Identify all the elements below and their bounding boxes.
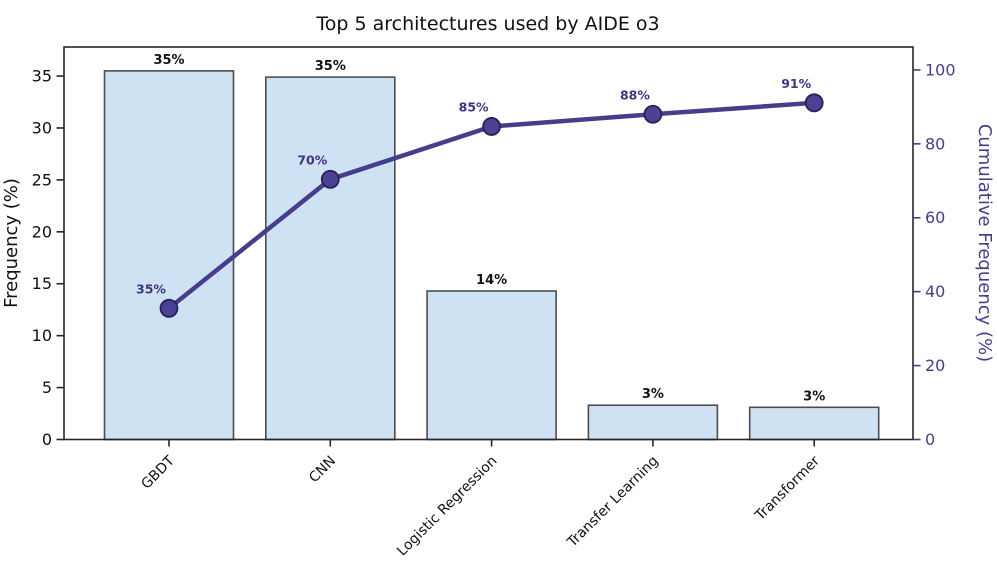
x-tick-label-1: CNN [306, 453, 339, 486]
bar-4 [748, 406, 880, 441]
cumulative-point-3 [643, 104, 663, 124]
y-tick-label-right: 100 [925, 60, 956, 79]
bar-value-label-3: 3% [642, 387, 664, 402]
cumulative-value-label-0: 35% [136, 281, 166, 296]
y-tick-label-left: 25 [32, 170, 52, 189]
bar-value-label-4: 3% [803, 389, 825, 404]
x-tick-label-3: Transfer Learning [564, 453, 662, 551]
cumulative-point-2 [482, 117, 502, 136]
cumulative-point-0 [159, 298, 179, 318]
bar-value-label-2: 14% [476, 273, 507, 288]
x-tick-label-0: GBDT [138, 453, 178, 493]
y-tick-label-left: 30 [32, 118, 52, 137]
x-tick-label-2: Logistic Regression [394, 453, 500, 559]
cumulative-value-label-1: 70% [297, 152, 327, 167]
bar-1 [264, 76, 396, 441]
x-tick-label-4: Transformer [752, 453, 824, 525]
bar-value-label-1: 35% [315, 59, 346, 74]
y-tick-label-left: 10 [32, 326, 52, 345]
cumulative-value-label-3: 88% [620, 87, 650, 102]
bar-3 [587, 404, 719, 441]
y-tick-label-left: 35 [32, 67, 52, 86]
y-axis-label-left: Frequency (%) [1, 178, 22, 308]
axes-frame [63, 46, 914, 441]
y-tick-label-right: 20 [925, 356, 945, 375]
bar-0 [103, 70, 235, 441]
y-tick-label-left: 15 [32, 274, 52, 293]
y-tick-label-right: 80 [925, 134, 945, 153]
chart-title: Top 5 architectures used by AIDE o3 [315, 13, 659, 35]
cumulative-point-4 [804, 93, 824, 113]
y-tick-label-right: 40 [925, 282, 945, 301]
y-tick-label-left: 20 [32, 222, 52, 241]
bar-value-label-0: 35% [153, 53, 184, 68]
y-tick-label-right: 0 [925, 430, 935, 449]
bar-2 [426, 290, 557, 441]
cumulative-value-label-4: 91% [781, 76, 811, 91]
y-tick-label-left: 0 [42, 430, 52, 449]
y-axis-label-right: Cumulative Frequency (%) [974, 124, 995, 362]
y-tick-label-right: 60 [925, 208, 945, 227]
cumulative-point-1 [320, 169, 340, 189]
y-tick-label-left: 5 [42, 378, 52, 397]
cumulative-value-label-2: 85% [459, 99, 489, 114]
